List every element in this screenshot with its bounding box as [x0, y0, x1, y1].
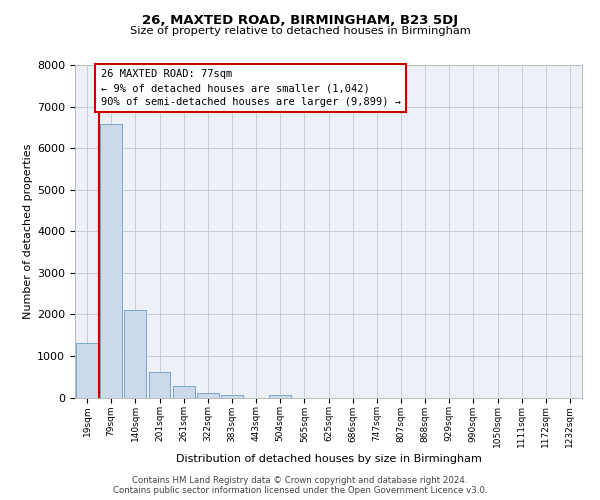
Text: 26, MAXTED ROAD, BIRMINGHAM, B23 5DJ: 26, MAXTED ROAD, BIRMINGHAM, B23 5DJ — [142, 14, 458, 27]
Bar — [76, 344, 98, 398]
Text: Contains HM Land Registry data © Crown copyright and database right 2024.: Contains HM Land Registry data © Crown c… — [132, 476, 468, 485]
Y-axis label: Number of detached properties: Number of detached properties — [23, 144, 33, 319]
Bar — [197, 393, 218, 398]
Text: Contains public sector information licensed under the Open Government Licence v3: Contains public sector information licen… — [113, 486, 487, 495]
Text: 26 MAXTED ROAD: 77sqm
← 9% of detached houses are smaller (1,042)
90% of semi-de: 26 MAXTED ROAD: 77sqm ← 9% of detached h… — [101, 69, 401, 107]
Bar — [100, 124, 122, 398]
Bar — [124, 310, 146, 398]
Bar — [173, 386, 194, 398]
Bar — [221, 395, 243, 398]
Text: Size of property relative to detached houses in Birmingham: Size of property relative to detached ho… — [130, 26, 470, 36]
Bar — [149, 372, 170, 398]
X-axis label: Distribution of detached houses by size in Birmingham: Distribution of detached houses by size … — [176, 454, 481, 464]
Bar — [269, 395, 291, 398]
